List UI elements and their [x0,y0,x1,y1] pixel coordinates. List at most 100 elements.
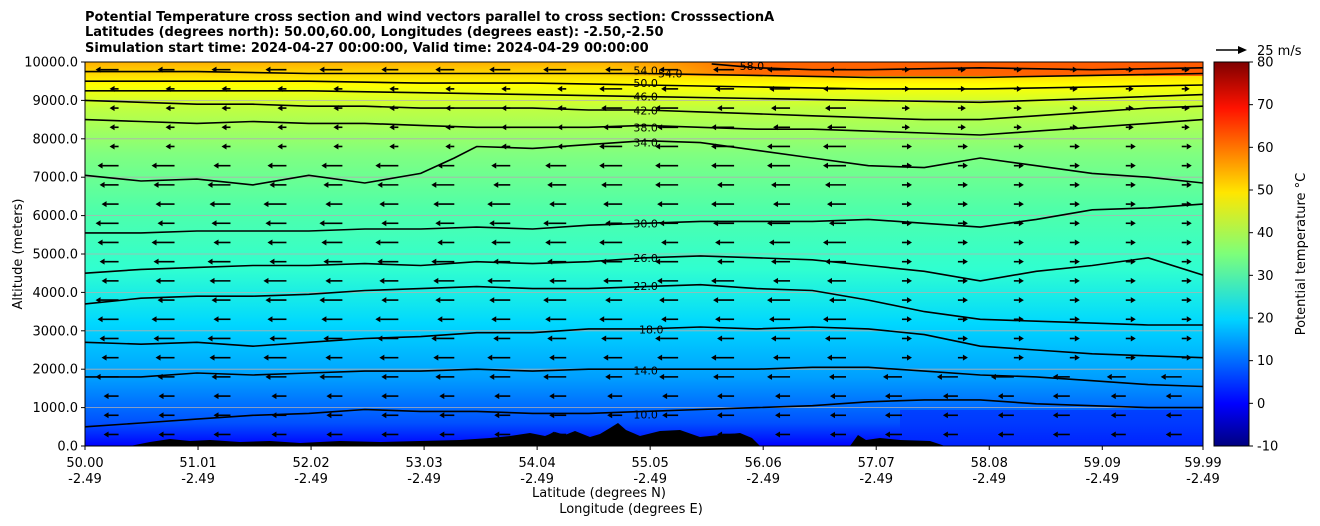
contour-line [85,99,1203,121]
wind-vector-head [717,181,723,188]
x-tick-label-lat: 56.06 [745,456,782,471]
wind-vector-head [319,220,325,227]
wind-vector-head [323,258,329,265]
y-tick-label: 6000.0 [33,209,79,224]
wind-vector-head [158,431,164,438]
wind-vector-head [717,258,723,265]
wind-vector-head [1018,181,1024,188]
wind-vector-head [155,201,161,208]
x-tick-label-lon: -2.49 [407,472,441,487]
wind-vector-head [99,181,105,188]
wind-vector-head [325,354,331,361]
wind-vector-head [603,201,609,208]
wind-vector-head [884,393,890,400]
wind-vector-head [213,393,219,400]
wind-vector-head [277,124,283,131]
wind-vector-head [435,373,441,380]
temperature-contours [85,63,1203,428]
wind-vector-head [767,162,773,169]
wind-vector-head [165,105,171,112]
wind-vector-head [773,354,779,361]
x-tick-label-lat: 54.04 [519,456,556,471]
wind-vector-head [906,143,912,150]
wind-vector-head [904,124,910,131]
wind-vector-head [962,201,968,208]
wind-vector-head [155,277,161,284]
wind-vector-head [655,335,661,342]
wind-vector-head [771,181,777,188]
wind-vector-head [207,181,213,188]
wind-vector-head [1110,412,1116,419]
wind-vector-head [1110,393,1116,400]
wind-vector-head [221,124,227,131]
contour-label: 42.0 [633,104,658,117]
x-tick-label-lat: 57.07 [858,456,895,471]
wind-vector-head [213,412,219,419]
wind-vector-head [1018,335,1024,342]
wind-vector-head [1018,143,1024,150]
x-tick-label-lon: -2.49 [294,472,328,487]
wind-vector-head [269,258,275,265]
wind-vector-head [97,316,103,323]
wind-vector-head [661,239,667,246]
wind-vector-head [153,258,159,265]
wind-vector-head [213,162,219,169]
wind-vector-head [97,239,103,246]
contour-label: 14.0 [633,364,658,377]
y-tick-label: 1000.0 [33,401,79,416]
wind-vector-head [375,162,381,169]
colorbar-tick-label: 50 [1257,184,1274,199]
wind-vector-head [1074,277,1080,284]
wind-vector-head [1186,220,1192,227]
colorbar-tick-label: 10 [1257,354,1274,369]
wind-vector-head [657,201,663,208]
x-tick-label-lat: 52.02 [292,456,329,471]
quiver-key-label: 25 m/s [1257,44,1302,59]
wind-vector-head [661,85,667,92]
contour-label: 58.0 [740,60,765,73]
wind-vector-head [213,431,219,438]
wind-vector-head [655,162,661,169]
wind-vector-head [599,162,605,169]
wind-vector-head [962,277,968,284]
wind-vector-head [823,162,829,169]
wind-vector-head [491,239,497,246]
wind-vector-head [381,220,387,227]
wind-vector-head [906,258,912,265]
wind-vector-head [319,297,325,304]
wind-vector-head [829,297,835,304]
colorbar-tick-label: 0 [1257,397,1265,412]
colorbar-tick-label: 30 [1257,269,1274,284]
wind-vector-head [435,220,441,227]
colorbar-tick-label: -10 [1257,440,1278,455]
wind-vector-head [333,143,339,150]
wind-vector-head [557,85,563,92]
wind-vector-head [265,373,271,380]
wind-vector-head [1160,373,1166,380]
wind-vector-head [487,277,493,284]
contour-label: 46.0 [633,91,658,104]
wind-vector-head [1074,162,1080,169]
contour-label: 30.0 [633,217,658,230]
wind-vector-head [825,335,831,342]
wind-vector-head [962,335,968,342]
wind-vector-head [271,431,277,438]
wind-vector-head [607,412,613,419]
contour-label: 54.0 [658,68,683,81]
wind-vector-head [657,277,663,284]
wind-vector-head [95,297,101,304]
x-tick-label-lon: -2.49 [972,472,1006,487]
wind-vector-head [209,277,215,284]
wind-vector-head [1186,181,1192,188]
wind-vector-head [715,316,721,323]
wind-vector-head [549,393,555,400]
wind-vector-head [375,239,381,246]
wind-vector-head [267,239,273,246]
wind-vector-head [543,66,549,73]
wind-vector-head [321,162,327,169]
wind-vector-head [101,277,107,284]
wind-vector-head [1130,201,1136,208]
wind-vector-head [711,277,717,284]
wind-vector-head [263,277,269,284]
wind-vector-head [1074,316,1080,323]
